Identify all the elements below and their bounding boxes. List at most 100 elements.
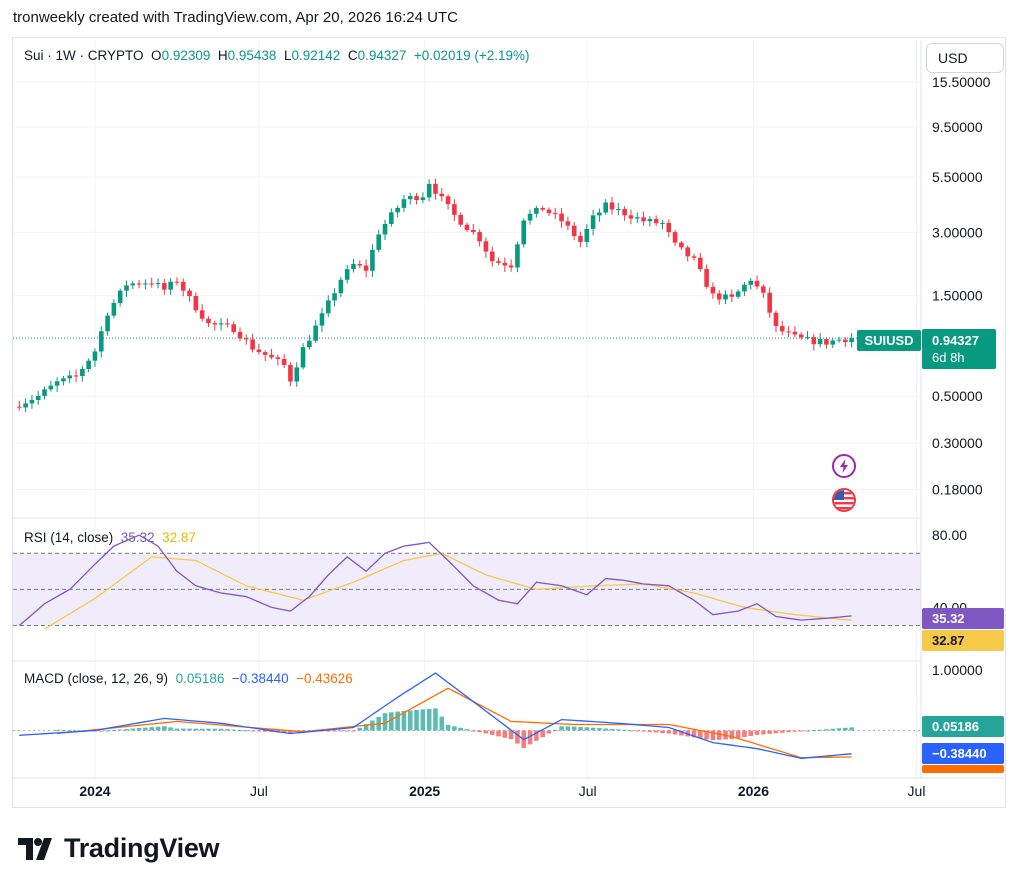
candle-body xyxy=(653,219,659,224)
macd-histogram-bar xyxy=(212,728,218,731)
candle-body xyxy=(546,209,552,214)
macd-histogram-bar xyxy=(414,709,419,731)
macd-histogram-bar xyxy=(584,727,590,731)
candle-body xyxy=(616,208,621,210)
macd-histogram-bar xyxy=(54,729,60,731)
macd-histogram-bar xyxy=(489,730,495,735)
candle-body xyxy=(483,241,489,252)
macd-histogram-bar xyxy=(237,729,243,731)
macd-histogram-bar xyxy=(767,730,772,734)
macd-histogram-bar xyxy=(187,728,192,731)
candle-body xyxy=(61,378,66,382)
candle-body xyxy=(193,296,199,311)
candle-body xyxy=(716,293,722,300)
macd-tick-label: 1.00000 xyxy=(932,662,983,678)
macd-histogram-bar xyxy=(761,730,766,735)
open-label: O xyxy=(151,48,162,63)
candle-body xyxy=(199,310,205,319)
candle-body xyxy=(571,225,577,237)
price-tick-label: 1.50000 xyxy=(932,288,983,304)
macd-histogram-bar xyxy=(483,730,489,734)
candle-body xyxy=(42,389,47,396)
macd-histogram-bar xyxy=(786,730,791,733)
macd-histogram-bar xyxy=(111,729,117,731)
macd-histogram-bar xyxy=(357,727,363,731)
indicator-lines xyxy=(18,534,854,759)
macd-histogram-bar xyxy=(168,727,173,731)
candle-body xyxy=(559,213,564,222)
macd-histogram-bar xyxy=(250,730,255,732)
macd-hist-badge: 0.05186 xyxy=(922,716,1004,737)
rsi-value: 35.32 xyxy=(120,530,155,545)
macd-label[interactable]: MACD (close, 12, 26, 9) xyxy=(24,671,169,686)
currency-button[interactable]: USD xyxy=(926,43,1004,73)
candle-body xyxy=(811,337,817,345)
candle-body xyxy=(439,193,445,197)
last-price-value: 0.94327 xyxy=(932,333,979,348)
macd-histogram-bar xyxy=(281,730,287,733)
candle-body xyxy=(174,281,180,283)
macd-histogram-bar xyxy=(477,730,482,733)
macd-histogram-bar xyxy=(180,728,186,731)
us-flag-icon[interactable] xyxy=(832,488,856,512)
candle-body xyxy=(332,293,337,301)
macd-histogram-bar xyxy=(836,728,842,731)
candle-body xyxy=(136,283,142,285)
macd-histogram-bar xyxy=(824,729,829,731)
macd-histogram-bar xyxy=(559,726,564,731)
candle-body xyxy=(35,395,41,401)
ohlc-legend: Sui · 1W · CRYPTO O0.92309 H0.95438 L0.9… xyxy=(24,48,529,63)
macd-histogram-bar xyxy=(843,727,848,731)
candle-body xyxy=(590,215,596,229)
candle-body xyxy=(628,215,634,219)
rsi-tick-label: 80.00 xyxy=(932,527,967,543)
macd-histogram-bar xyxy=(622,729,627,731)
candle-body xyxy=(426,183,432,198)
macd-histogram-bar xyxy=(136,728,142,731)
rsi-label[interactable]: RSI (14, close) xyxy=(24,530,114,545)
macd-hist-value: 0.05186 xyxy=(175,671,225,686)
candle-body xyxy=(275,357,281,359)
candle-body xyxy=(603,202,609,213)
candle-body xyxy=(54,381,60,386)
tradingview-logo[interactable]: TradingView xyxy=(18,833,220,864)
symbol-label[interactable]: Sui · 1W · CRYPTO xyxy=(24,48,144,63)
lightning-icon[interactable] xyxy=(832,454,856,478)
macd-histogram-bar xyxy=(603,728,609,731)
candle-body xyxy=(363,265,369,271)
candle-body xyxy=(609,202,615,210)
macd-histogram-bar xyxy=(67,730,73,732)
candle-body xyxy=(143,283,148,285)
time-tick-label: Jul xyxy=(250,783,268,799)
price-tick-label: 3.00000 xyxy=(932,224,983,240)
candle-body xyxy=(338,279,344,294)
macd-histogram-bar xyxy=(458,727,463,731)
macd-legend: MACD (close, 12, 26, 9) 0.05186 −0.38440… xyxy=(24,671,353,686)
macd-histogram-bar xyxy=(332,730,337,732)
candle-body xyxy=(420,197,426,201)
macd-histogram-bar xyxy=(672,730,678,735)
candle-body xyxy=(836,339,842,341)
candle-body xyxy=(849,338,854,343)
low-value: 0.92142 xyxy=(291,48,341,63)
candle-body xyxy=(111,302,117,316)
candle-body xyxy=(521,220,527,245)
macd-histogram-bar xyxy=(370,720,375,731)
candle-body xyxy=(754,280,760,287)
rsi-line xyxy=(18,534,852,626)
macd-histogram-bar xyxy=(471,730,476,732)
candle-body xyxy=(597,212,602,216)
close-label: C xyxy=(347,48,358,63)
tradingview-wordmark: TradingView xyxy=(64,833,220,863)
candle-body xyxy=(23,403,28,408)
macd-histogram-bar xyxy=(117,729,123,731)
macd-histogram-bar xyxy=(130,728,136,731)
candle-body xyxy=(395,207,400,213)
macd-line xyxy=(19,672,852,759)
chart-header: tronweekly created with TradingView.com,… xyxy=(13,9,458,26)
close-value: 0.94327 xyxy=(357,48,407,63)
macd-histogram-bar xyxy=(300,730,306,732)
time-tick-label: 2026 xyxy=(738,783,769,799)
macd-histogram-bar xyxy=(401,711,407,731)
